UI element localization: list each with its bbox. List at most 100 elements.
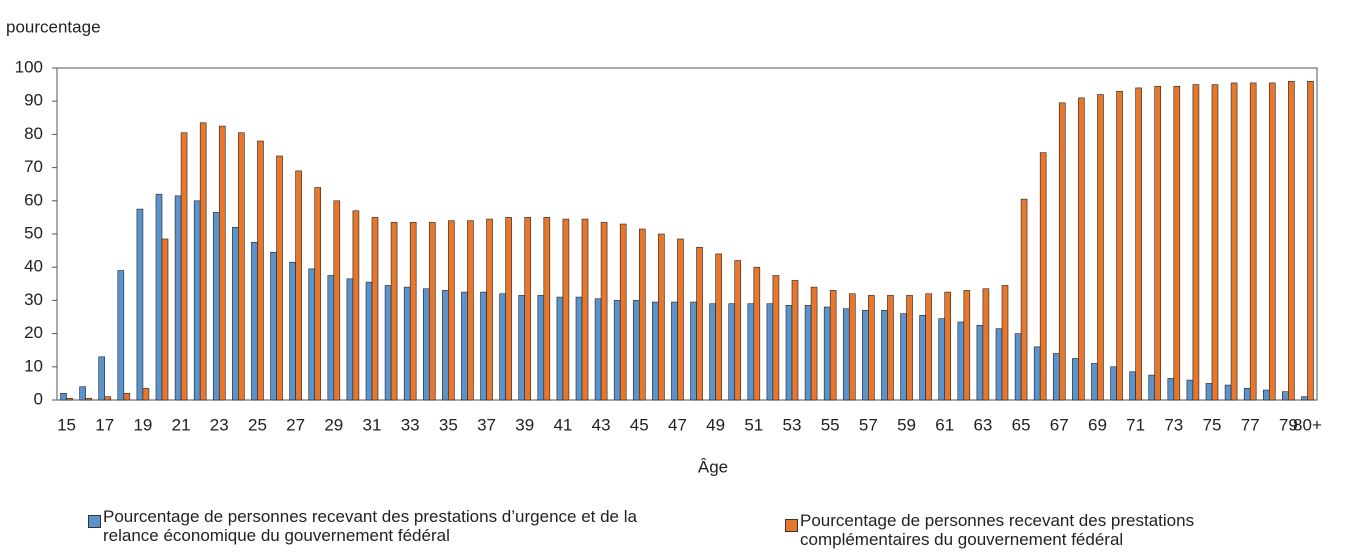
bar: [652, 301, 659, 401]
x-tick-label: 65: [1012, 415, 1031, 434]
bar: [1014, 333, 1022, 401]
bar: [900, 313, 907, 401]
bar: [1001, 285, 1009, 401]
bar: [619, 223, 627, 401]
bar: [810, 286, 818, 401]
bar: [218, 125, 226, 401]
bar: [562, 218, 570, 401]
bar: [461, 291, 468, 401]
bar: [537, 295, 545, 401]
bar: [671, 301, 678, 401]
bar: [1033, 346, 1041, 401]
x-tick-label: 53: [783, 415, 802, 434]
bar: [772, 275, 780, 401]
bar: [944, 291, 952, 401]
bar: [925, 293, 932, 401]
bar: [180, 132, 188, 401]
x-tick-label: 45: [630, 415, 649, 434]
bar: [98, 356, 106, 401]
bar: [677, 238, 684, 401]
bar: [728, 303, 736, 401]
bar: [1154, 85, 1162, 401]
bar: [976, 324, 984, 401]
bar: [785, 305, 793, 401]
bar: [1110, 366, 1117, 401]
bar: [1078, 97, 1085, 401]
legend-label: Pourcentage de personnes recevant des pr…: [800, 511, 1195, 549]
x-tick-label: 39: [515, 415, 534, 434]
y-tick-label: 80: [24, 124, 43, 143]
bar: [85, 398, 92, 401]
x-tick-label: 75: [1203, 415, 1222, 434]
x-tick-label: 31: [363, 415, 382, 434]
bar: [251, 242, 258, 401]
bar: [543, 217, 551, 401]
x-tick-label: 77: [1241, 415, 1260, 434]
bar: [829, 290, 837, 401]
bar: [658, 233, 665, 401]
y-axis-title: pourcentage: [6, 17, 101, 36]
bar: [715, 253, 722, 401]
y-tick-label: 90: [24, 91, 43, 110]
x-tick-label: 59: [897, 415, 916, 434]
bar: [632, 300, 640, 401]
bar: [1224, 384, 1232, 401]
bar: [848, 293, 856, 401]
x-tick-label: 71: [1126, 415, 1145, 434]
y-tick-label: 40: [24, 257, 43, 276]
legend-label: Pourcentage de personnes recevant des pr…: [103, 507, 637, 545]
bar: [919, 315, 926, 401]
bar: [467, 220, 474, 401]
bar: [1135, 87, 1142, 401]
y-tick-label: 0: [34, 389, 43, 408]
bar: [257, 140, 264, 401]
bar: [232, 227, 239, 401]
bar: [365, 281, 373, 401]
bar: [1072, 358, 1079, 401]
x-tick-label: 37: [477, 415, 496, 434]
bar: [66, 398, 73, 401]
bar: [1268, 82, 1276, 401]
bar: [486, 218, 493, 401]
bar: [791, 280, 799, 401]
bar: [868, 295, 875, 401]
x-tick-label: 29: [324, 415, 343, 434]
bar: [174, 195, 182, 401]
bar: [982, 288, 990, 401]
bar: [1249, 82, 1257, 401]
bar: [104, 396, 112, 401]
bar: [556, 296, 564, 401]
bar: [638, 228, 646, 401]
bar: [1230, 82, 1238, 401]
bar: [1262, 389, 1270, 401]
bar: [1205, 383, 1213, 401]
x-tick-label: 23: [210, 415, 229, 434]
bar: [289, 261, 296, 401]
bar: [1052, 353, 1060, 401]
bar: [117, 270, 125, 401]
legend-swatch: [88, 515, 101, 528]
bar: [1091, 363, 1098, 401]
x-tick-label: 35: [439, 415, 458, 434]
bar: [600, 222, 608, 401]
bar: [390, 222, 398, 401]
bar: [696, 246, 703, 401]
bar: [505, 217, 512, 401]
bar: [1058, 102, 1066, 401]
bar: [295, 170, 302, 401]
bar: [136, 208, 144, 401]
y-tick-label: 60: [24, 190, 43, 209]
bar: [1186, 379, 1194, 401]
bar: [594, 298, 602, 401]
bar: [212, 212, 220, 401]
x-tick-label: 55: [821, 415, 840, 434]
bar: [442, 290, 449, 401]
bar: [887, 295, 894, 401]
bar: [709, 303, 716, 401]
bar: [384, 285, 392, 401]
x-tick-label: 15: [57, 415, 76, 434]
x-tick-label: 33: [401, 415, 420, 434]
x-tick-label: 19: [133, 415, 152, 434]
x-tick-label: 67: [1050, 415, 1069, 434]
bar: [1167, 378, 1175, 401]
